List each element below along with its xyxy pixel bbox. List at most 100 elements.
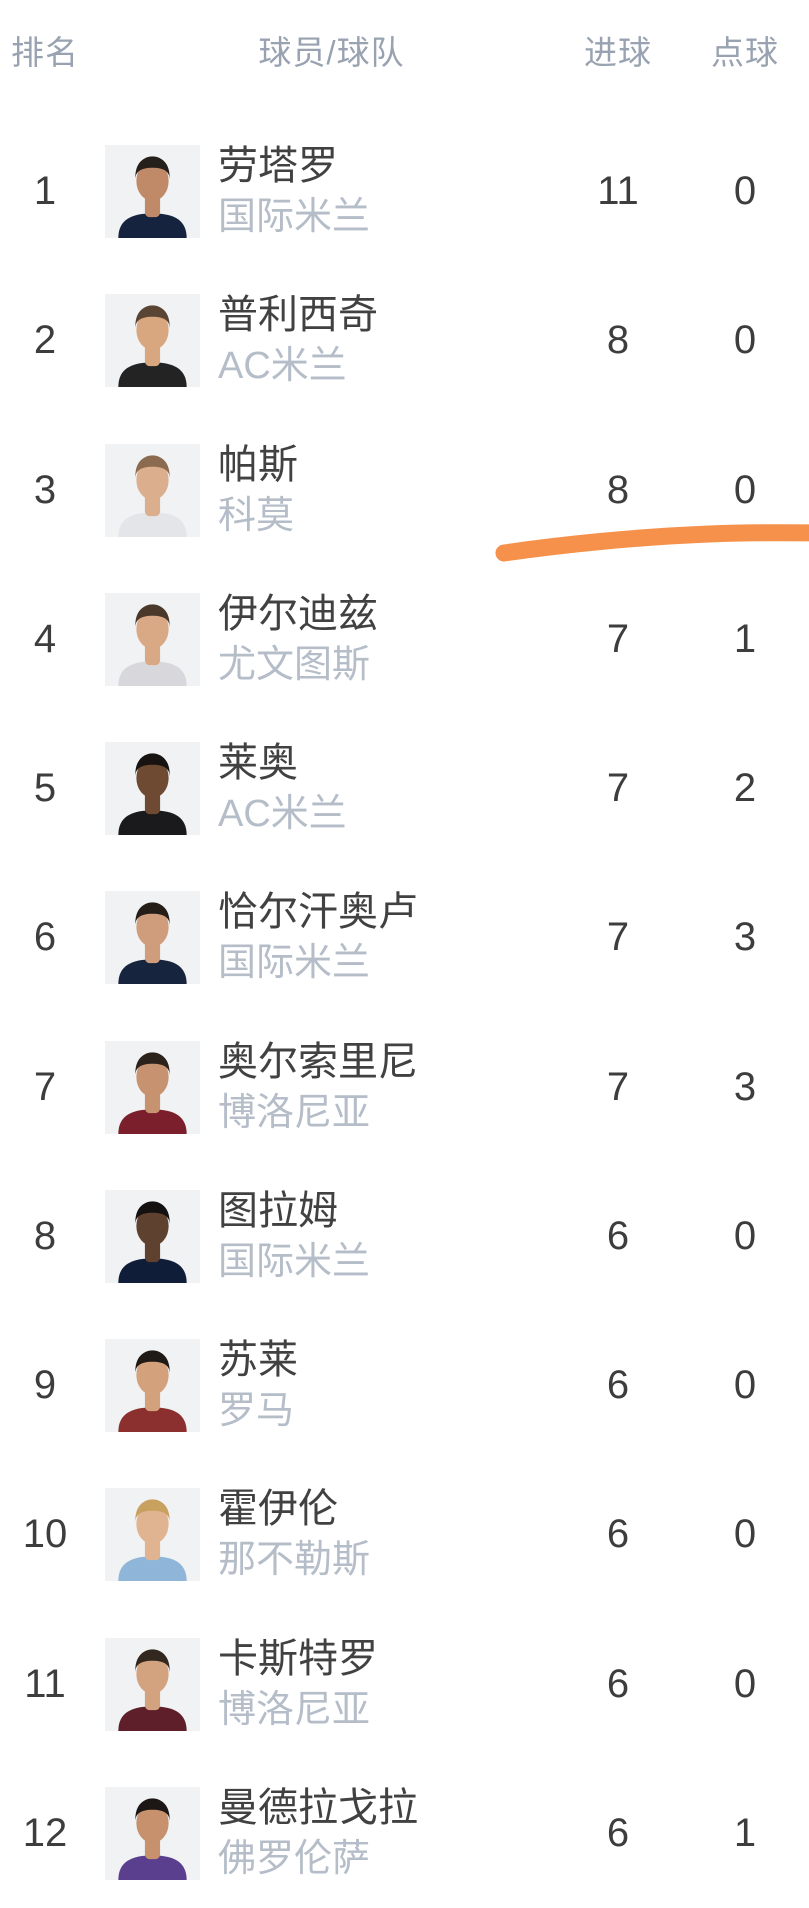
player-team: 国际米兰: [218, 196, 371, 239]
player-name: 曼德拉戈拉: [218, 1785, 418, 1830]
player-avatar: [105, 294, 200, 388]
penalties-value: 0: [733, 1363, 757, 1408]
goals-value: 7: [606, 915, 630, 960]
table-row[interactable]: 2 普利西奇 AC米兰 8 0: [0, 266, 809, 415]
table-row[interactable]: 7 奥尔索里尼 博洛尼亚 7 3: [0, 1013, 809, 1162]
rank-value: 6: [33, 915, 57, 960]
table-row[interactable]: 4 伊尔迪兹 尤文图斯 7 1: [0, 565, 809, 714]
player-name: 霍伊伦: [218, 1487, 338, 1532]
rank-value: 2: [33, 318, 57, 363]
player-team: 国际米兰: [218, 1240, 371, 1283]
player-identity: 莱奥 AC米兰: [218, 741, 558, 836]
rank-value: 12: [22, 1810, 68, 1855]
player-avatar: [105, 1040, 200, 1134]
column-header-player-team: 球员/球队: [258, 34, 405, 71]
goals-value: 7: [606, 1064, 630, 1109]
penalties-value: 3: [733, 1064, 757, 1109]
player-identity: 奥尔索里尼 博洛尼亚: [218, 1040, 558, 1135]
player-identity: 劳塔罗 国际米兰: [218, 144, 558, 239]
player-photo-silhouette: [105, 1488, 200, 1582]
rank-value: 1: [33, 169, 57, 214]
player-name: 普利西奇: [218, 293, 378, 338]
table-row[interactable]: 6 恰尔汗奥卢 国际米兰 7 3: [0, 863, 809, 1012]
penalties-value: 0: [733, 1661, 757, 1706]
penalties-value: 0: [733, 1213, 757, 1258]
player-identity: 恰尔汗奥卢 国际米兰: [218, 890, 558, 985]
player-avatar: [105, 443, 200, 537]
player-avatar: [105, 145, 200, 239]
penalties-value: 3: [733, 915, 757, 960]
penalties-value: 1: [733, 1810, 757, 1855]
penalties-value: 2: [733, 766, 757, 811]
player-team: 国际米兰: [218, 942, 371, 985]
goals-value: 7: [606, 616, 630, 661]
player-name: 莱奥: [218, 741, 298, 786]
rank-value: 10: [22, 1512, 68, 1557]
table-row[interactable]: 5 莱奥 AC米兰 7 2: [0, 714, 809, 863]
player-photo-silhouette: [105, 145, 200, 239]
player-identity: 伊尔迪兹 尤文图斯: [218, 592, 558, 687]
player-team: AC米兰: [218, 793, 347, 836]
player-photo-silhouette: [105, 742, 200, 836]
player-team: 博洛尼亚: [218, 1091, 371, 1134]
column-header-penalties: 点球: [711, 34, 779, 71]
player-avatar: [105, 1637, 200, 1731]
goals-value: 6: [606, 1512, 630, 1557]
player-photo-silhouette: [105, 891, 200, 985]
player-team: 科莫: [218, 494, 295, 537]
table-row[interactable]: 9 苏莱 罗马 6 0: [0, 1311, 809, 1460]
goals-value: 11: [597, 169, 639, 214]
table-header: 排名 球员/球队 进球 点球: [0, 0, 809, 117]
player-team: 罗马: [218, 1390, 295, 1433]
player-photo-silhouette: [105, 1637, 200, 1731]
rank-value: 4: [33, 616, 57, 661]
scorer-table-body: 1 劳塔罗 国际米兰 11 0 2: [0, 117, 809, 1908]
rank-value: 7: [33, 1064, 57, 1109]
goals-value: 7: [606, 766, 630, 811]
goals-value: 8: [606, 467, 630, 512]
player-photo-silhouette: [105, 1189, 200, 1283]
player-avatar: [105, 1786, 200, 1880]
table-row[interactable]: 1 劳塔罗 国际米兰 11 0: [0, 117, 809, 266]
player-name: 恰尔汗奥卢: [218, 890, 418, 935]
table-row[interactable]: 11 卡斯特罗 博洛尼亚 6 0: [0, 1610, 809, 1759]
player-name: 伊尔迪兹: [218, 591, 378, 636]
table-row[interactable]: 8 图拉姆 国际米兰 6 0: [0, 1162, 809, 1311]
player-avatar: [105, 891, 200, 985]
rank-value: 11: [24, 1661, 66, 1706]
player-photo-silhouette: [105, 592, 200, 686]
penalties-value: 0: [733, 1512, 757, 1557]
player-identity: 霍伊伦 那不勒斯: [218, 1487, 558, 1582]
penalties-value: 0: [733, 169, 757, 214]
player-avatar: [105, 592, 200, 686]
table-row[interactable]: 3 帕斯 科莫 8 0: [0, 416, 809, 565]
player-photo-silhouette: [105, 1339, 200, 1433]
penalties-value: 0: [733, 467, 757, 512]
player-name: 苏莱: [218, 1338, 298, 1383]
table-row[interactable]: 10 霍伊伦 那不勒斯 6 0: [0, 1460, 809, 1609]
player-name: 劳塔罗: [218, 144, 338, 189]
penalties-value: 0: [733, 318, 757, 363]
table-row[interactable]: 12 曼德拉戈拉 佛罗伦萨 6 1: [0, 1759, 809, 1908]
player-photo-silhouette: [105, 294, 200, 388]
player-photo-silhouette: [105, 443, 200, 537]
penalties-value: 1: [733, 616, 757, 661]
player-avatar: [105, 1189, 200, 1283]
goals-value: 6: [606, 1213, 630, 1258]
player-team: 佛罗伦萨: [218, 1837, 371, 1880]
column-header-rank: 排名: [11, 34, 79, 71]
player-identity: 曼德拉戈拉 佛罗伦萨: [218, 1786, 558, 1881]
goals-value: 6: [606, 1363, 630, 1408]
player-name: 卡斯特罗: [218, 1636, 378, 1681]
rank-value: 3: [33, 467, 57, 512]
player-team: 那不勒斯: [218, 1539, 371, 1582]
player-photo-silhouette: [105, 1040, 200, 1134]
rank-value: 5: [33, 766, 57, 811]
column-header-goals: 进球: [584, 34, 652, 71]
player-team: 博洛尼亚: [218, 1688, 371, 1731]
rank-value: 8: [33, 1213, 57, 1258]
player-identity: 卡斯特罗 博洛尼亚: [218, 1637, 558, 1732]
player-avatar: [105, 1488, 200, 1582]
player-team: 尤文图斯: [218, 643, 371, 686]
